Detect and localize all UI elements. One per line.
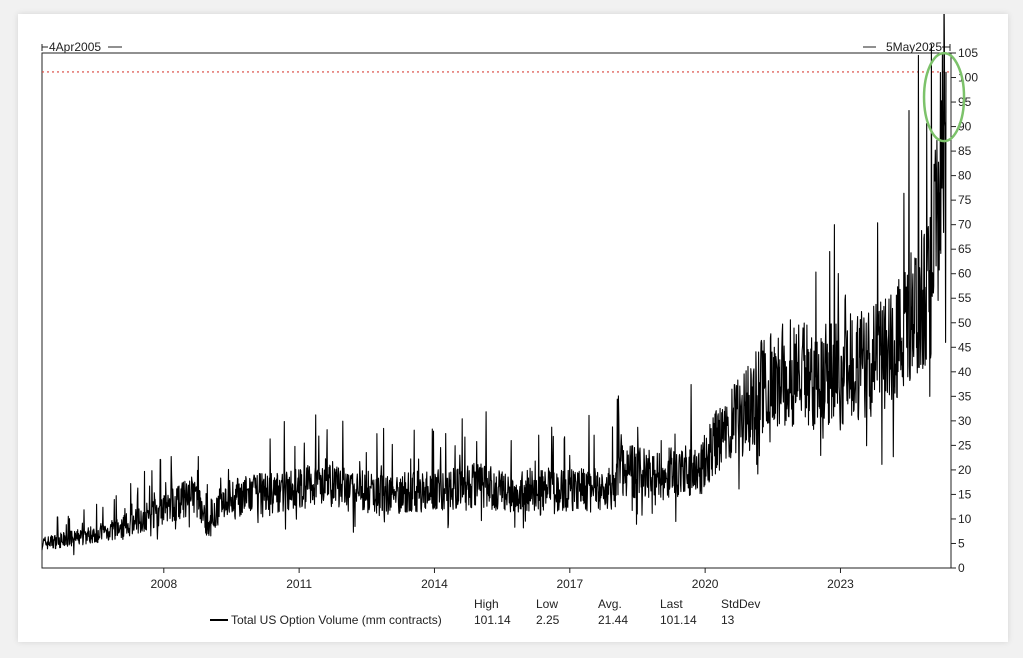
stat-header-stddev: StdDev <box>721 597 760 611</box>
y-tick-label-35: 35 <box>958 389 972 403</box>
x-axis: 2008 2011 2014 2017 2020 2023 <box>150 568 854 591</box>
y-tick-label-30: 30 <box>958 414 972 428</box>
y-tick-label-0: 0 <box>958 561 965 575</box>
y-tick-label-55: 55 <box>958 291 972 305</box>
x-tick-label-2008: 2008 <box>150 577 177 591</box>
chart-card: 4Apr2005 5May2025 0 5 10 15 20 25 30 35 40 45 50 55… <box>18 14 1008 642</box>
stat-header-high: High <box>474 597 499 611</box>
end-date-label: 5May2025 <box>886 40 942 54</box>
y-tick-label-15: 15 <box>958 487 972 501</box>
series-line-option-volume <box>41 14 947 556</box>
x-tick-label-2017: 2017 <box>556 577 583 591</box>
stat-value-last: 101.14 <box>660 613 697 627</box>
stat-value-stddev: 13 <box>721 613 735 627</box>
plot-frame <box>41 52 952 569</box>
peak-highlight-ellipse <box>922 51 966 143</box>
y-tick-label-45: 45 <box>958 340 972 354</box>
y-tick-label-10: 10 <box>958 512 972 526</box>
y-tick-label-20: 20 <box>958 463 972 477</box>
y-tick-label-40: 40 <box>958 365 972 379</box>
start-date-label: 4Apr2005 <box>49 40 101 54</box>
x-tick-label-2011: 2011 <box>286 577 312 591</box>
y-tick-label-105: 105 <box>958 46 978 60</box>
y-axis: 0510152025303540455055606570758085909510… <box>951 46 978 575</box>
stat-value-low: 2.25 <box>536 613 560 627</box>
y-tick-label-65: 65 <box>958 242 972 256</box>
x-tick-label-2023: 2023 <box>827 577 854 591</box>
series-group <box>41 14 947 556</box>
highlight-group <box>922 51 966 143</box>
stat-header-low: Low <box>536 597 558 611</box>
y-tick-label-70: 70 <box>958 218 972 232</box>
y-tick-label-80: 80 <box>958 169 972 183</box>
y-tick-label-25: 25 <box>958 438 972 452</box>
legend-series-name: Total US Option Volume (mm contracts) <box>231 613 442 627</box>
y-tick-label-85: 85 <box>958 144 972 158</box>
option-volume-chart: 4Apr2005 5May2025 0 5 10 15 20 25 30 35 40 45 50 55… <box>41 14 978 627</box>
stat-value-high: 101.14 <box>474 613 511 627</box>
y-tick-label-60: 60 <box>958 267 972 281</box>
stat-header-avg: Avg. <box>598 597 622 611</box>
x-tick-label-2020: 2020 <box>692 577 719 591</box>
x-tick-label-2014: 2014 <box>421 577 448 591</box>
stat-value-avg: 21.44 <box>598 613 628 627</box>
y-tick-label-50: 50 <box>958 316 972 330</box>
y-tick-label-75: 75 <box>958 193 972 207</box>
stat-header-last: Last <box>660 597 683 611</box>
y-tick-label-5: 5 <box>958 536 965 550</box>
